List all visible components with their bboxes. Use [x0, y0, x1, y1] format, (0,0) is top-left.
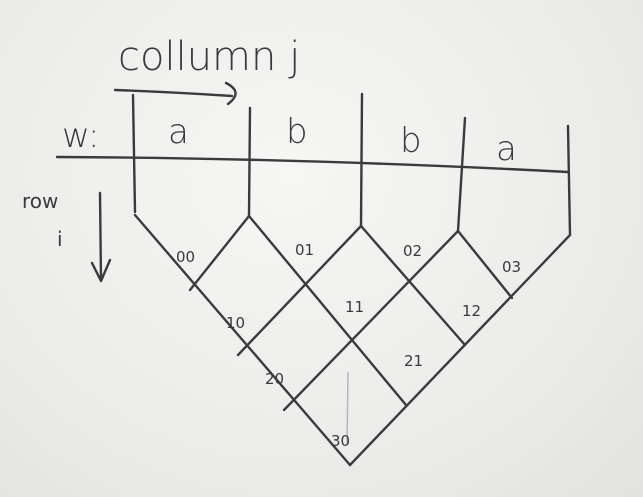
column-label: collumn j [118, 34, 300, 80]
word-underline [55, 155, 570, 174]
pencil-mark [346, 371, 349, 446]
letter-0: a [168, 112, 189, 152]
row-label-index: i [57, 227, 63, 251]
diagonal-down-left-1 [188, 214, 251, 292]
diagonal-down-left-2 [236, 224, 363, 357]
column-separator-1 [247, 106, 252, 218]
word-label: w: [62, 116, 99, 156]
column-separator-3 [456, 116, 467, 233]
cell-01: 01 [295, 241, 314, 259]
letter-2: b [400, 121, 422, 161]
column-separator-0 [131, 93, 137, 214]
triangle-right-edge [348, 233, 572, 467]
cell-30: 30 [331, 432, 350, 450]
column-separator-4 [566, 124, 572, 237]
cell-21: 21 [404, 352, 423, 370]
diagonal-down-right-3 [456, 229, 514, 300]
diagonal-down-left-3 [282, 229, 460, 412]
letter-1: b [286, 112, 308, 152]
cell-11: 11 [345, 298, 364, 316]
row-arrow-head [90, 258, 112, 283]
diagonal-down-right-2 [359, 224, 467, 347]
cell-10: 10 [226, 314, 245, 332]
triangle-left-edge [133, 213, 352, 467]
row-label: row [22, 189, 58, 213]
cell-20: 20 [265, 370, 284, 388]
cell-12: 12 [462, 302, 481, 320]
cell-02: 02 [403, 242, 422, 260]
cell-00: 00 [176, 248, 195, 266]
cell-03: 03 [502, 258, 521, 276]
diagonal-down-right-1b [247, 214, 408, 407]
column-separator-2 [359, 92, 364, 228]
letter-3: a [496, 129, 517, 169]
column-arrow-line [113, 88, 234, 98]
row-arrow-line [98, 191, 103, 282]
column-arrow-head [224, 81, 237, 106]
